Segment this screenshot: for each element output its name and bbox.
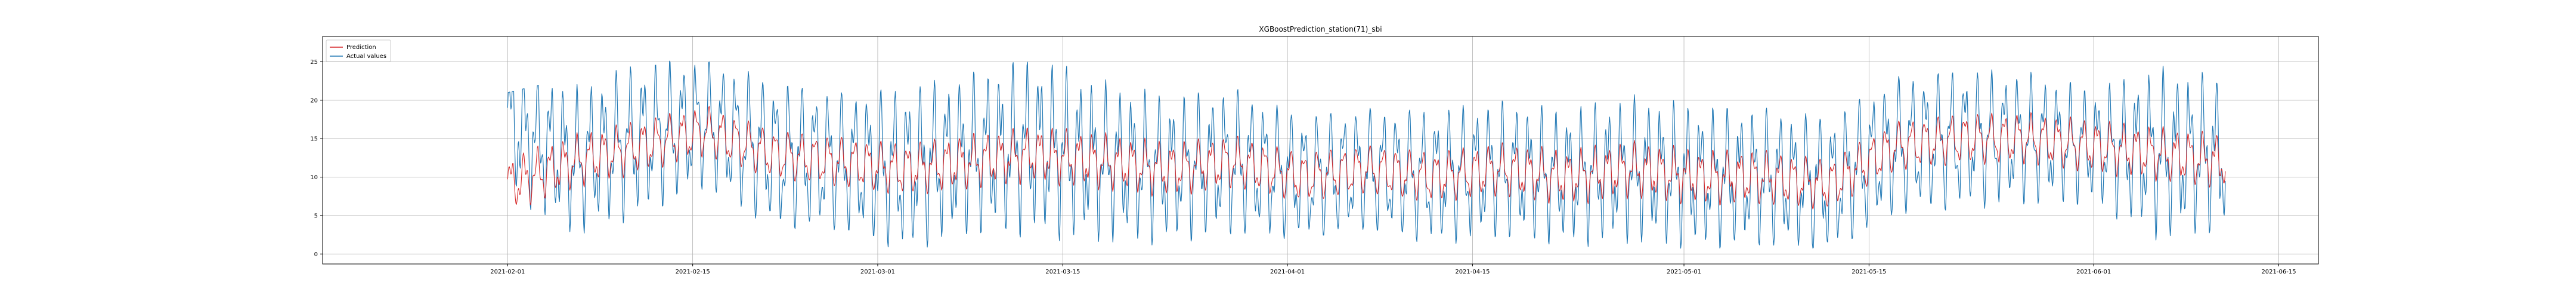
legend-actual-label: Actual values	[346, 53, 386, 60]
x-tick-label: 2021-03-15	[1045, 269, 1080, 275]
x-tick-label: 2021-02-15	[676, 269, 710, 275]
y-axis: 0 5 10 15 20 25	[310, 59, 323, 258]
grid-layer	[323, 36, 2318, 264]
x-tick-label: 2021-06-01	[2076, 269, 2111, 275]
series-line-actual-values	[507, 60, 2226, 249]
y-tick-label: 25	[310, 59, 318, 66]
y-tick-label: 0	[314, 251, 318, 258]
x-tick-label: 2021-04-01	[1270, 269, 1305, 275]
x-tick-label: 2021-04-15	[1455, 269, 1490, 275]
y-tick-label: 5	[314, 213, 318, 219]
x-tick-label: 2021-02-01	[490, 269, 525, 275]
series-layer	[507, 60, 2226, 249]
series-line-prediction	[507, 106, 2226, 210]
y-tick-label: 10	[310, 174, 318, 181]
x-tick-label: 2021-03-01	[860, 269, 895, 275]
legend-prediction-label: Prediction	[346, 44, 376, 51]
x-tick-label: 2021-05-01	[1667, 269, 1701, 275]
chart-title: XGBoostPrediction_station(71)_sbi	[1259, 25, 1382, 33]
x-tick-label: 2021-06-15	[2261, 269, 2296, 275]
y-tick-label: 15	[310, 136, 318, 143]
x-axis: 2021-02-01 2021-02-15 2021-03-01 2021-03-15…	[490, 264, 2296, 275]
plot-frame	[322, 36, 2319, 265]
x-tick-label: 2021-05-15	[1852, 269, 1886, 275]
legend: Prediction Actual values	[326, 39, 391, 62]
y-tick-label: 20	[310, 97, 318, 104]
